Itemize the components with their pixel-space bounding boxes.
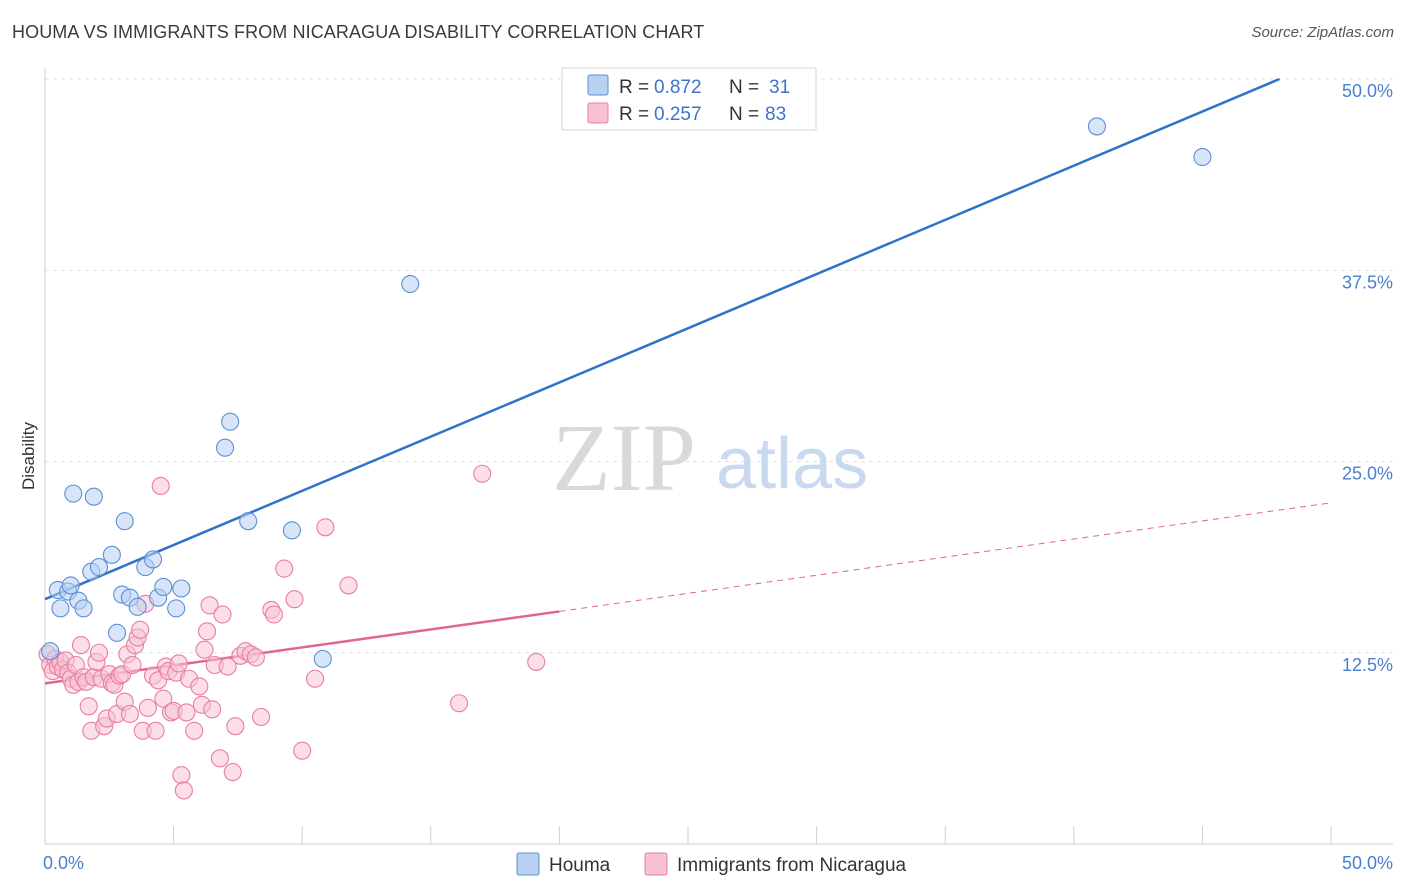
legend-n-label-houma: N = [729, 77, 759, 98]
point-nicaragua-76 [285, 590, 304, 609]
watermark-atlas: atlas [716, 424, 868, 504]
point-nicaragua-16 [79, 697, 98, 716]
point-houma-22 [172, 579, 191, 598]
legend-r-value-houma: 0.872 [654, 77, 702, 98]
point-houma-2 [51, 599, 70, 618]
point-nicaragua-64 [213, 605, 232, 624]
point-nicaragua-41 [146, 721, 165, 740]
point-houma-0 [41, 642, 60, 661]
correlation-legend: R = 0.872 N = 31 R = 0.257 N = 83 [561, 67, 817, 131]
point-houma-10 [89, 558, 109, 577]
point-nicaragua-82 [473, 464, 492, 483]
y-tick-labels: 12.5% 25.0% 37.5% 50.0% [1342, 81, 1393, 675]
point-nicaragua-56 [190, 677, 209, 696]
point-houma-27 [313, 649, 332, 668]
point-nicaragua-80 [339, 576, 358, 595]
point-houma-21 [167, 599, 186, 618]
point-nicaragua-13 [71, 636, 91, 655]
point-houma-28 [401, 274, 420, 294]
y-tick-label-0: 12.5% [1342, 655, 1393, 675]
point-nicaragua-39 [138, 698, 157, 717]
point-houma-14 [115, 512, 134, 531]
point-nicaragua-43 [151, 476, 170, 496]
point-nicaragua-72 [251, 707, 271, 727]
point-houma-16 [128, 597, 147, 616]
point-nicaragua-32 [120, 704, 139, 724]
trend-line-nicaragua-extension [559, 502, 1332, 612]
point-nicaragua-58 [195, 640, 214, 659]
point-nicaragua-55 [185, 721, 204, 740]
point-nicaragua-77 [293, 741, 312, 760]
y-tick-label-3: 50.0% [1342, 81, 1393, 101]
point-nicaragua-61 [203, 700, 222, 719]
data-points [38, 117, 1212, 800]
point-nicaragua-52 [174, 781, 193, 800]
point-nicaragua-63 [210, 749, 229, 768]
point-houma-9 [84, 487, 103, 506]
point-houma-12 [107, 623, 127, 642]
point-houma-20 [154, 577, 173, 597]
legend-r-label-nicaragua: R = [619, 104, 649, 125]
point-houma-24 [221, 412, 240, 431]
point-nicaragua-71 [246, 648, 265, 667]
watermark-zip: ZIP [552, 404, 696, 511]
x-tick-label-1: 50.0% [1342, 853, 1393, 873]
point-nicaragua-66 [223, 763, 242, 782]
point-nicaragua-20 [89, 643, 109, 662]
point-nicaragua-81 [450, 694, 469, 713]
y-tick-label-1: 25.0% [1342, 464, 1393, 484]
point-houma-23 [215, 438, 235, 457]
legend-swatch-nicaragua-bottom [644, 852, 668, 876]
x-tick-labels: 0.0% 50.0% [43, 853, 1393, 873]
series-legend: Houma Immigrants from Nicaragua [516, 852, 907, 876]
point-houma-26 [282, 521, 301, 540]
legend-series-nicaragua: Immigrants from Nicaragua [677, 855, 907, 876]
trend-lines [44, 77, 1332, 685]
point-nicaragua-33 [123, 655, 142, 675]
point-nicaragua-75 [275, 559, 294, 578]
legend-r-value-nicaragua: 0.257 [654, 104, 702, 125]
legend-n-value-houma: 31 [769, 77, 790, 98]
point-nicaragua-44 [154, 689, 173, 708]
legend-n-value-nicaragua: 83 [765, 104, 786, 125]
point-houma-30 [1193, 147, 1212, 167]
point-nicaragua-50 [169, 654, 188, 673]
legend-swatch-nicaragua [587, 102, 609, 124]
point-houma-25 [239, 512, 258, 531]
point-nicaragua-74 [264, 605, 283, 624]
x-tick-label-0: 0.0% [43, 853, 84, 873]
axes [44, 68, 1393, 845]
gridlines [45, 78, 1393, 654]
point-houma-7 [74, 599, 93, 618]
point-houma-5 [64, 484, 83, 503]
point-houma-29 [1087, 117, 1106, 136]
chart-source: Source: ZipAtlas.com [1251, 24, 1394, 41]
point-nicaragua-65 [218, 657, 237, 676]
point-nicaragua-67 [226, 717, 245, 736]
legend-n-label-nicaragua: N = [729, 104, 759, 125]
point-houma-18 [143, 550, 163, 569]
point-nicaragua-78 [306, 669, 325, 688]
legend-series-houma: Houma [549, 855, 611, 876]
point-nicaragua-79 [316, 518, 335, 537]
point-nicaragua-83 [527, 652, 546, 671]
legend-swatch-houma-bottom [516, 852, 540, 876]
trend-line-houma [44, 77, 1281, 601]
point-houma-11 [102, 545, 121, 564]
y-tick-label-2: 37.5% [1342, 272, 1393, 292]
chart-title: HOUMA VS IMMIGRANTS FROM NICARAGUA DISAB… [12, 22, 705, 42]
legend-swatch-houma [587, 74, 609, 96]
point-nicaragua-36 [131, 620, 150, 639]
y-axis-label: Disability [19, 421, 38, 490]
point-nicaragua-60 [200, 596, 219, 615]
legend-r-label-houma: R = [619, 77, 649, 98]
point-nicaragua-51 [172, 766, 191, 785]
point-houma-4 [61, 576, 80, 595]
watermark: ZIP atlas [552, 404, 868, 511]
point-nicaragua-53 [177, 703, 196, 722]
point-nicaragua-59 [197, 622, 217, 641]
